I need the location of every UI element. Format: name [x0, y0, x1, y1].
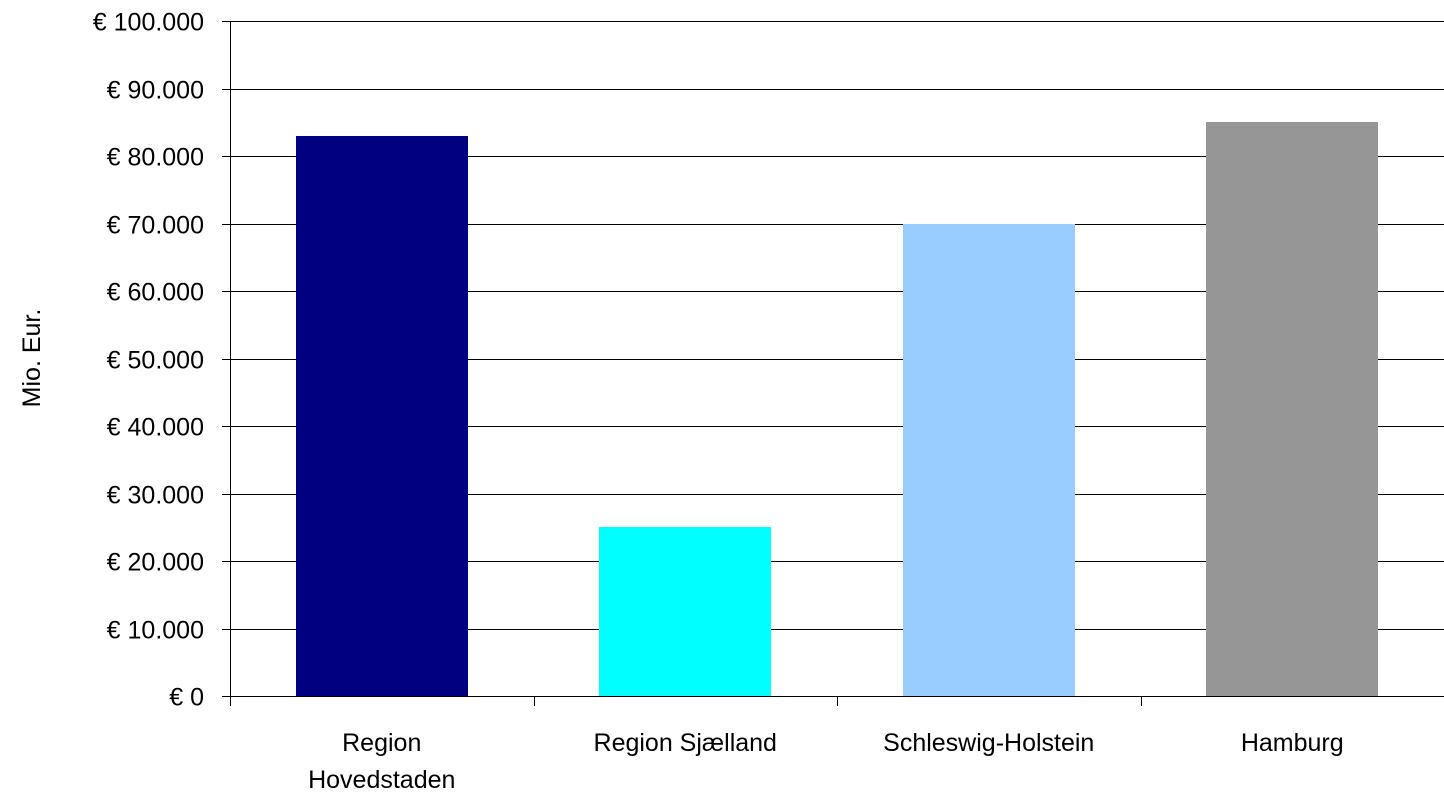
y-tick-label: € 100.000 — [93, 9, 204, 37]
x-tick-label: Schleswig-Holstein — [883, 729, 1094, 757]
bar — [296, 136, 468, 696]
y-tick-label: € 40.000 — [107, 414, 204, 442]
x-tick-label: Region Sjælland — [594, 729, 777, 757]
bar — [903, 224, 1075, 696]
y-tick-label: € 60.000 — [107, 279, 204, 307]
y-tick-label: € 10.000 — [107, 617, 204, 645]
x-tick-label: Hovedstaden — [308, 766, 455, 794]
bar — [599, 527, 771, 696]
y-tick-label: € 80.000 — [107, 144, 204, 172]
y-tick-label: € 30.000 — [107, 482, 204, 510]
x-tick-label: Hamburg — [1241, 729, 1344, 757]
y-tick-label: € 70.000 — [107, 212, 204, 240]
y-tick-label: € 50.000 — [107, 347, 204, 375]
y-tick-label: € 20.000 — [107, 549, 204, 577]
x-tick-label: Region — [342, 729, 421, 757]
x-tick-labels: Region Hovedstaden Region Sjælland Schleswi… — [308, 729, 1344, 794]
y-axis-label: Mio. Eur. — [18, 309, 46, 408]
axes — [222, 21, 1444, 706]
y-tick-label: € 0 — [169, 684, 204, 712]
y-tick-labels: € 0 € 10.000 € 20.000 € 30.000 € 40.000 € 50.… — [93, 9, 204, 712]
y-tick-label: € 90.000 — [107, 77, 204, 105]
bars — [296, 122, 1378, 696]
bar — [1206, 122, 1378, 696]
